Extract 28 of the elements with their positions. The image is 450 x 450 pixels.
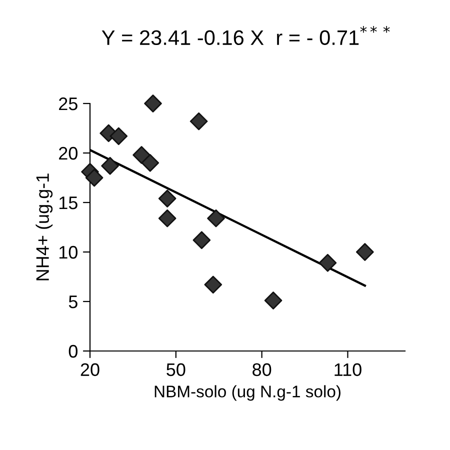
point (318, 254, 337, 272)
point (264, 292, 282, 310)
x-tick-label: 110 (334, 363, 362, 376)
point (356, 243, 374, 261)
y-tick-label: 0 (68, 344, 78, 358)
y-axis-title: NH4+ (ug.g-1 (36, 174, 53, 280)
point (144, 94, 162, 112)
point (110, 127, 128, 146)
chart-title: Y = 23.41 -0.16 X r = - 0.71$^{***}$ (102, 26, 390, 46)
point (158, 190, 176, 208)
point (207, 209, 225, 228)
x-tick-label: 80 (252, 363, 272, 376)
point (132, 146, 150, 164)
x-tick-label: 20 (80, 363, 100, 376)
y-tick-label: 15 (59, 196, 78, 210)
y-tick-label: 10 (59, 246, 78, 259)
point (158, 209, 176, 228)
y-tick-label: 25 (59, 97, 78, 110)
x-axis-title: NBM-solo (ug N.g-1 solo) (154, 385, 340, 401)
point (192, 231, 211, 250)
point (85, 168, 104, 187)
point (101, 156, 119, 175)
y-tick-label: 5 (68, 296, 78, 308)
point (141, 154, 160, 172)
point (190, 112, 208, 130)
y-tick-label: 20 (59, 146, 78, 160)
point (204, 276, 222, 294)
x-tick-label: 50 (166, 363, 186, 376)
